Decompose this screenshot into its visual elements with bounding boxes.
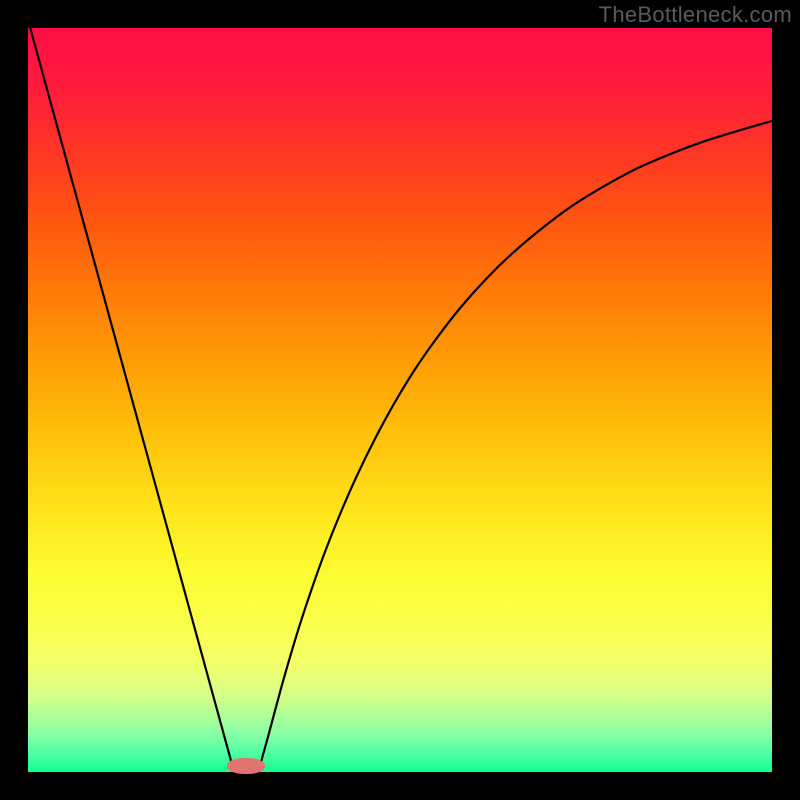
curve-right-branch (259, 121, 772, 772)
curve-left-branch (30, 28, 234, 772)
chart-container: TheBottleneck.com (0, 0, 800, 800)
plot-area (28, 28, 772, 772)
bottleneck-curve (28, 28, 772, 772)
watermark-text: TheBottleneck.com (599, 2, 792, 28)
optimal-marker (227, 758, 266, 774)
